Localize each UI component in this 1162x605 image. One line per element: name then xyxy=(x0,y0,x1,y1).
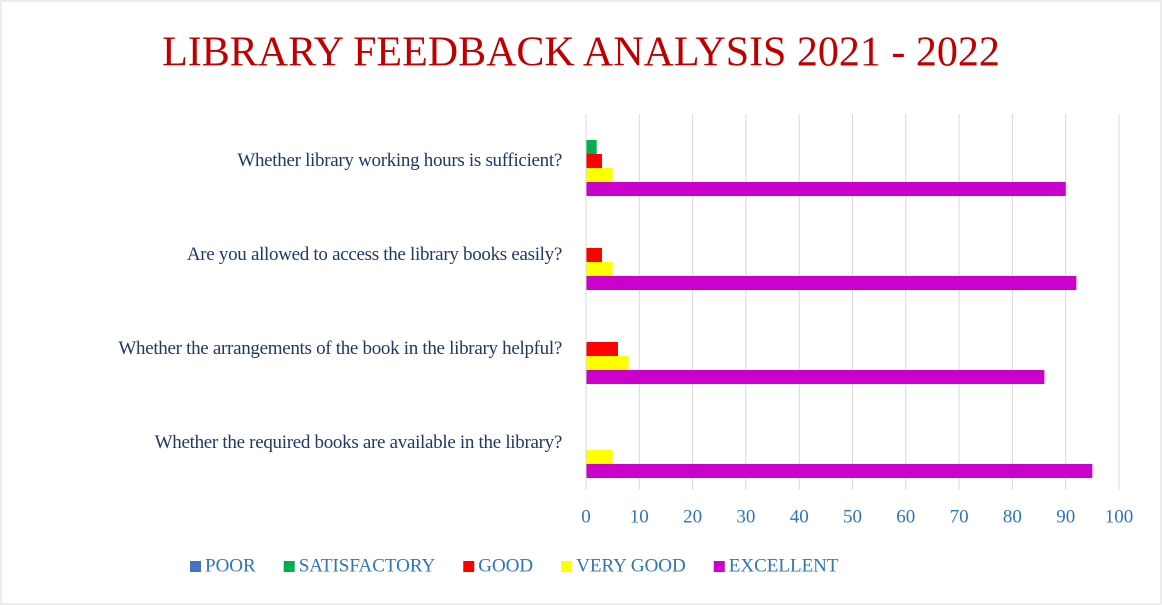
y-tick-label: Whether the required books are available… xyxy=(154,432,563,453)
x-tick-label: 80 xyxy=(1003,506,1022,527)
bar xyxy=(586,262,613,276)
bar xyxy=(586,464,1093,478)
legend-swatch xyxy=(561,561,573,572)
x-tick-label: 100 xyxy=(1105,506,1134,527)
x-tick-label: 90 xyxy=(1056,506,1075,527)
x-tick-label: 40 xyxy=(790,506,809,527)
x-tick-label: 60 xyxy=(896,506,915,527)
x-tick-label: 0 xyxy=(581,506,591,527)
x-tick-label: 20 xyxy=(683,506,702,527)
bar xyxy=(586,248,602,262)
y-tick-label: Whether library working hours is suffici… xyxy=(237,150,562,171)
chart-title: LIBRARY FEEDBACK ANALYSIS 2021 - 2022 xyxy=(162,30,1000,76)
x-tick-label: 30 xyxy=(736,506,755,527)
bar xyxy=(586,168,613,182)
bar xyxy=(586,182,1066,196)
bar xyxy=(586,356,629,370)
legend-swatch xyxy=(463,561,475,572)
x-tick-label: 10 xyxy=(630,506,649,527)
x-tick-label: 70 xyxy=(950,506,969,527)
legend-label: VERY GOOD xyxy=(576,555,686,576)
bar xyxy=(586,450,613,464)
bar xyxy=(586,370,1045,384)
y-tick-label: Whether the arrangements of the book in … xyxy=(118,338,562,359)
legend-label: POOR xyxy=(205,555,256,576)
bar xyxy=(586,154,602,168)
legend-swatch xyxy=(713,561,725,572)
bar xyxy=(586,276,1077,290)
legend-label: SATISFACTORY xyxy=(299,555,436,576)
legend-label: EXCELLENT xyxy=(729,555,839,576)
y-tick-label: Are you allowed to access the library bo… xyxy=(186,244,562,265)
bar xyxy=(586,342,618,356)
x-tick-label: 50 xyxy=(843,506,862,527)
legend-label: GOOD xyxy=(478,555,533,576)
bar xyxy=(586,140,597,154)
legend-swatch xyxy=(283,561,295,572)
legend-swatch xyxy=(190,561,201,572)
